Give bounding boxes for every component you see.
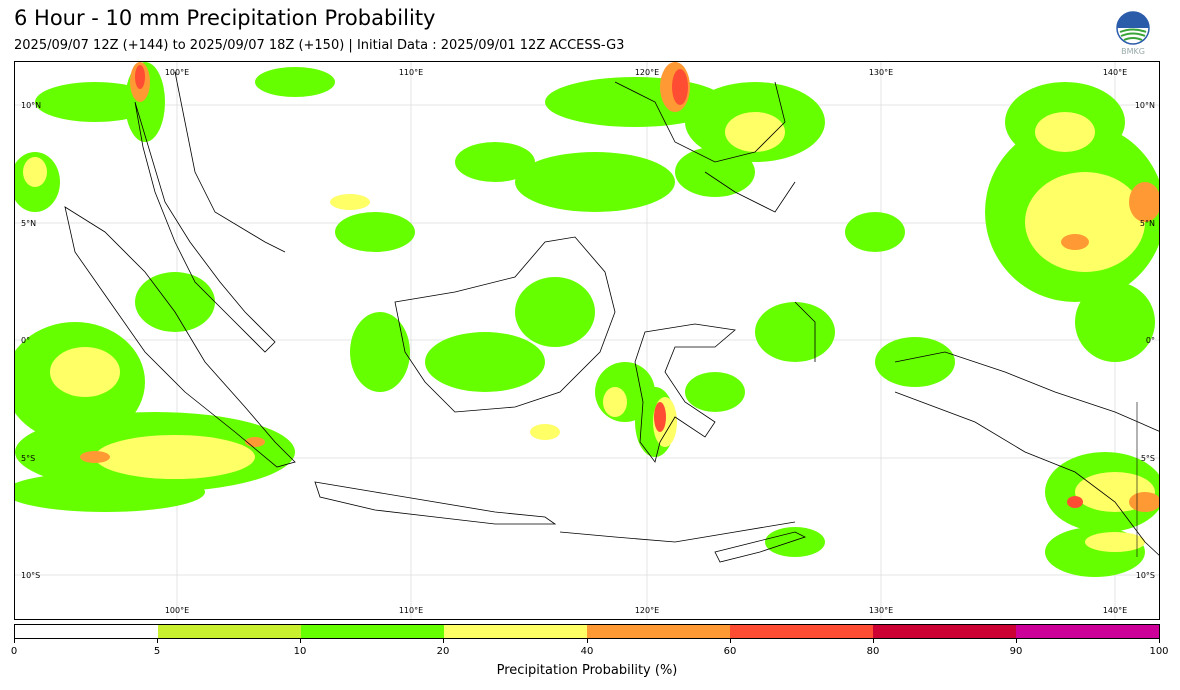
precip-40-plus <box>80 62 1159 512</box>
bmkg-logo: BMKG <box>1112 10 1154 56</box>
lat-label-right: 10°S <box>1136 571 1155 580</box>
lat-label-left: 5°S <box>21 454 35 463</box>
colorbar-tick <box>300 639 301 643</box>
lat-label-left: 10°N <box>21 101 41 110</box>
colorbar <box>14 624 1160 639</box>
colorbar-tick-label: 40 <box>580 646 594 657</box>
colorbar-tick <box>730 639 731 643</box>
lon-label-top: 100°E <box>165 68 189 77</box>
lon-label-bottom: 120°E <box>635 606 659 615</box>
lat-label-left: 0° <box>21 336 30 345</box>
colorbar-segment <box>158 625 301 638</box>
lon-label-top: 110°E <box>399 68 423 77</box>
colorbar-segment <box>1016 625 1159 638</box>
colorbar-ticks: 0 5 10 20 40 60 80 90 100 <box>10 639 1169 659</box>
colorbar-tick-label: 90 <box>1009 646 1023 657</box>
colorbar-segment <box>301 625 444 638</box>
colorbar-tick-label: 100 <box>1149 646 1169 657</box>
lon-label-top: 140°E <box>1103 68 1127 77</box>
colorbar-tick <box>443 639 444 643</box>
map-subtitle: 2025/09/07 12Z (+144) to 2025/09/07 18Z … <box>14 38 625 53</box>
map-title: 6 Hour - 10 mm Precipitation Probability <box>14 6 436 30</box>
precip-20-40 <box>23 112 1155 552</box>
lat-label-right: 5°N <box>1140 219 1155 228</box>
lon-label-bottom: 140°E <box>1103 606 1127 615</box>
lat-label-right: 0° <box>1146 336 1155 345</box>
precip-10-20 <box>15 62 1159 577</box>
lon-label-top: 130°E <box>869 68 893 77</box>
colorbar-label: Precipitation Probability (%) <box>496 663 678 678</box>
colorbar-segment <box>587 625 730 638</box>
lat-label-right: 5°S <box>1141 454 1155 463</box>
colorbar-tick-label: 60 <box>723 646 737 657</box>
colorbar-tick-label: 80 <box>866 646 880 657</box>
precipitation-map: 100°E 110°E 120°E 130°E 140°E 100°E 110°… <box>14 61 1160 620</box>
colorbar-tick-label: 0 <box>10 646 18 657</box>
colorbar-tick-label: 20 <box>436 646 450 657</box>
lon-label-bottom: 100°E <box>165 606 189 615</box>
lon-labels: 100°E 110°E 120°E 130°E 140°E 100°E 110°… <box>165 68 1127 615</box>
lat-label-right: 10°N <box>1135 101 1155 110</box>
lat-labels: 10°N 5°N 0° 5°S 10°S 10°N 5°N 0° 5°S 10°… <box>21 101 1155 580</box>
colorbar-tick <box>873 639 874 643</box>
lon-label-bottom: 130°E <box>869 606 893 615</box>
lon-label-bottom: 110°E <box>399 606 423 615</box>
colorbar-segment <box>444 625 587 638</box>
lon-label-top: 120°E <box>635 68 659 77</box>
lat-label-left: 10°S <box>21 571 40 580</box>
colorbar-segment <box>873 625 1016 638</box>
map-gridlines <box>15 62 1159 619</box>
colorbar-tick <box>587 639 588 643</box>
colorbar-segment <box>730 625 873 638</box>
logo-text: BMKG <box>1121 47 1145 56</box>
colorbar-segment <box>15 625 158 638</box>
coastlines <box>64 71 1159 563</box>
colorbar-tick <box>157 639 158 643</box>
colorbar-tick <box>1016 639 1017 643</box>
colorbar-tick-label: 10 <box>293 646 307 657</box>
colorbar-tick-label: 5 <box>153 646 161 657</box>
colorbar-tick <box>1159 639 1160 643</box>
lat-label-left: 5°N <box>21 219 36 228</box>
colorbar-tick <box>14 639 15 643</box>
